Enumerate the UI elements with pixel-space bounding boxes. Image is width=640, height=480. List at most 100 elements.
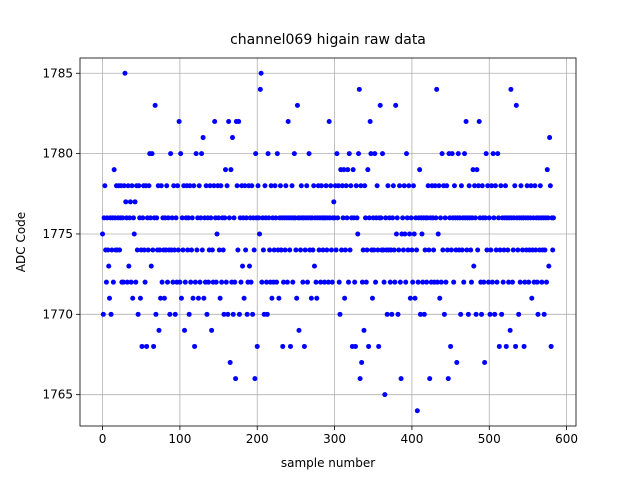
point	[224, 183, 230, 189]
point	[458, 183, 464, 189]
point	[170, 279, 176, 285]
point	[397, 279, 403, 285]
point	[105, 247, 111, 253]
point	[355, 231, 361, 237]
point	[365, 167, 371, 173]
point	[277, 183, 283, 189]
point	[533, 247, 539, 253]
point	[260, 247, 266, 253]
point	[366, 343, 372, 349]
point	[165, 279, 171, 285]
point	[522, 279, 528, 285]
point	[335, 183, 341, 189]
point	[314, 295, 320, 301]
point	[485, 183, 491, 189]
point	[438, 215, 444, 221]
point	[387, 279, 393, 285]
point	[498, 183, 504, 189]
point	[537, 183, 543, 189]
point	[136, 183, 142, 189]
point	[290, 279, 296, 285]
point	[199, 247, 205, 253]
point	[161, 295, 167, 301]
point	[362, 183, 368, 189]
chart-title: channel069 higain raw data	[230, 32, 426, 48]
point	[283, 183, 289, 189]
point	[404, 151, 410, 157]
point	[195, 295, 201, 301]
point	[532, 183, 538, 189]
point	[117, 247, 123, 253]
point	[236, 311, 242, 317]
point	[517, 279, 523, 285]
point	[287, 247, 293, 253]
point	[342, 295, 348, 301]
point	[396, 247, 402, 253]
point	[198, 215, 204, 221]
point	[242, 183, 248, 189]
point	[192, 343, 198, 349]
point	[417, 311, 423, 317]
point	[167, 311, 173, 317]
point	[265, 151, 271, 157]
point	[468, 279, 474, 285]
point	[347, 247, 353, 253]
point	[421, 311, 427, 317]
point	[177, 279, 183, 285]
point	[488, 247, 494, 253]
point	[475, 247, 481, 253]
point	[158, 183, 164, 189]
point	[489, 183, 495, 189]
point	[410, 279, 416, 285]
point	[271, 247, 277, 253]
point	[406, 183, 412, 189]
point	[233, 376, 239, 382]
point	[395, 311, 401, 317]
point	[336, 279, 342, 285]
point	[364, 247, 370, 253]
point	[262, 183, 268, 189]
point	[298, 247, 304, 253]
point	[496, 343, 502, 349]
point	[548, 343, 554, 349]
point	[407, 231, 413, 237]
point	[227, 360, 233, 366]
point	[503, 183, 509, 189]
point	[192, 279, 198, 285]
point	[313, 279, 319, 285]
point	[206, 279, 212, 285]
point	[394, 215, 400, 221]
point	[339, 247, 345, 253]
point	[100, 311, 106, 317]
point	[331, 199, 337, 205]
point	[234, 183, 240, 189]
point	[253, 151, 259, 157]
point	[189, 215, 195, 221]
point	[422, 247, 428, 253]
point	[318, 279, 324, 285]
point	[308, 295, 314, 301]
point	[466, 183, 472, 189]
point	[359, 279, 365, 285]
point	[441, 311, 447, 317]
point	[391, 247, 397, 253]
point	[482, 215, 488, 221]
point	[169, 215, 175, 221]
point	[284, 279, 290, 285]
point	[361, 327, 367, 333]
point	[229, 135, 235, 141]
point	[500, 279, 506, 285]
point	[515, 247, 521, 253]
point	[219, 279, 225, 285]
point	[249, 183, 255, 189]
point	[171, 247, 177, 253]
point	[476, 118, 482, 124]
point	[543, 279, 549, 285]
point	[325, 279, 331, 285]
point	[411, 231, 417, 237]
point	[547, 135, 553, 141]
point	[121, 183, 127, 189]
point	[301, 343, 307, 349]
point	[133, 279, 139, 285]
